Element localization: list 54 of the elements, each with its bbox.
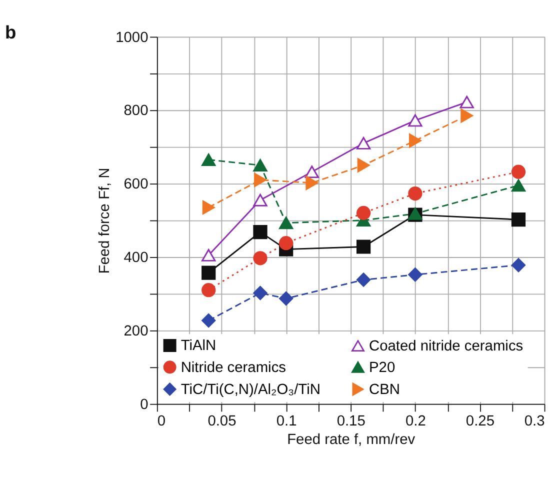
point <box>202 313 216 328</box>
point <box>253 251 268 266</box>
point <box>202 154 216 166</box>
point <box>279 291 294 306</box>
point <box>460 108 474 123</box>
point <box>356 272 371 287</box>
point <box>356 240 371 254</box>
point <box>511 258 526 272</box>
legend-label: Nitride ceramics <box>180 360 286 376</box>
y-tick-label: 0 <box>140 396 148 413</box>
point <box>202 248 216 262</box>
point <box>202 266 216 280</box>
legend-label: TiAlN <box>180 338 216 354</box>
legend-label: TiC/Ti(C,N)/Al₂O₃/TiN <box>180 382 320 398</box>
x-tick-label: 0.3 <box>524 413 545 430</box>
x-axis-title: Feed rate f, mm/rev <box>287 432 416 448</box>
x-tick-label: 0.05 <box>208 413 236 430</box>
point <box>253 225 268 240</box>
point <box>279 216 294 230</box>
y-axis-title: Feed force Ff, N <box>97 168 114 274</box>
point <box>253 286 268 300</box>
point <box>408 268 422 282</box>
point <box>408 134 422 148</box>
point <box>356 206 371 220</box>
y-tick-label: 400 <box>124 250 148 266</box>
x-tick-label: 0.15 <box>336 413 366 430</box>
point <box>511 164 526 179</box>
point <box>279 236 294 250</box>
point <box>460 96 474 108</box>
x-tick-label: 0.2 <box>405 413 426 430</box>
x-tick-label: 0 <box>157 413 166 430</box>
point <box>408 186 422 201</box>
point <box>202 283 216 298</box>
point <box>304 166 319 178</box>
point <box>511 212 526 227</box>
x-tick-label: 0.25 <box>466 413 494 430</box>
y-tick-label: 800 <box>124 103 148 120</box>
legend-label: Coated nitride ceramics <box>368 338 524 354</box>
y-tick-label: 1000 <box>116 30 148 46</box>
point <box>253 194 268 206</box>
chart-title: b <box>4 22 16 43</box>
point <box>253 159 268 172</box>
x-tick-label: 0.1 <box>276 413 297 430</box>
point <box>202 200 215 215</box>
point <box>254 172 266 187</box>
point <box>306 176 318 190</box>
y-tick-label: 200 <box>124 324 148 340</box>
legend-label: CBN <box>368 382 400 398</box>
point <box>408 114 422 127</box>
y-tick-label: 600 <box>124 176 148 193</box>
point <box>511 179 526 192</box>
point <box>357 158 370 172</box>
point <box>356 136 371 150</box>
legend-label: P20 <box>368 360 396 376</box>
